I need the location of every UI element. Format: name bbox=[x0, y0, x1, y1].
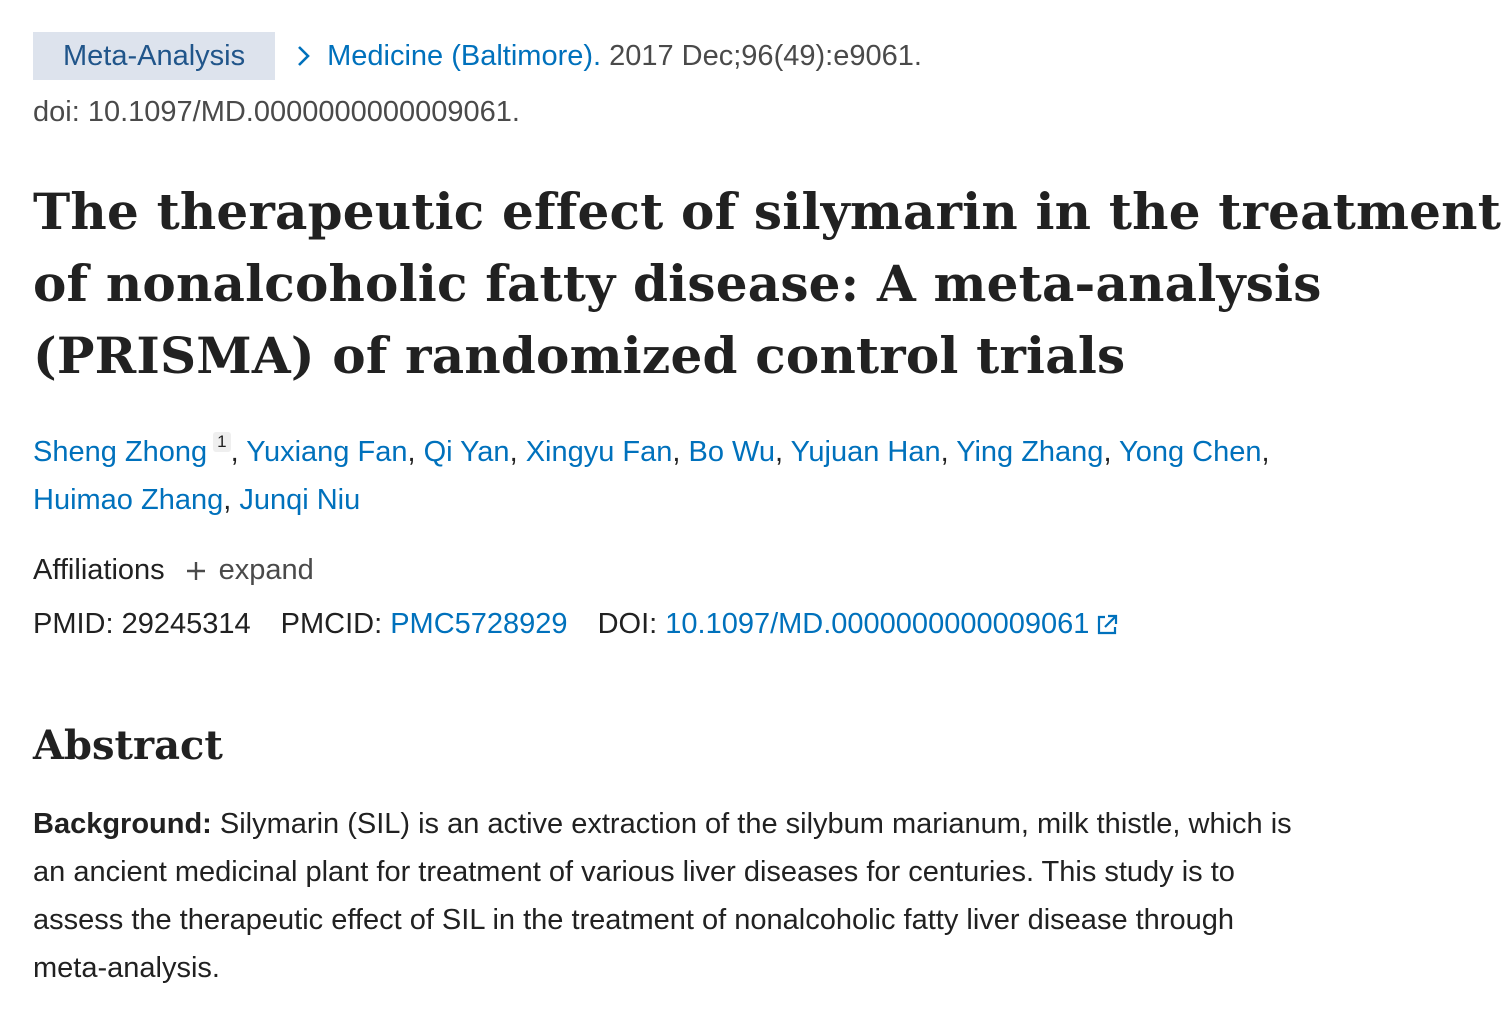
doi-link[interactable]: 10.1097/MD.0000000000009061 bbox=[665, 608, 1090, 640]
citation-line: Meta-Analysis Medicine (Baltimore). 2017… bbox=[33, 32, 922, 80]
author-link[interactable]: Yujuan Han bbox=[790, 436, 941, 468]
affiliation-number[interactable]: 1 bbox=[213, 432, 231, 452]
author-link[interactable]: Qi Yan bbox=[423, 436, 510, 468]
pmcid-label: PMCID: bbox=[280, 608, 383, 640]
abstract-heading: Abstract bbox=[33, 722, 223, 769]
publication-type-badge[interactable]: Meta-Analysis bbox=[33, 32, 276, 80]
title-line: of nonalcoholic fatty disease: A meta-an… bbox=[33, 254, 1322, 313]
issue-info: 2017 Dec;96(49):e9061. bbox=[609, 39, 922, 72]
article-title: The therapeutic effect of silymarin in t… bbox=[33, 176, 1502, 392]
abstract-text: Silymarin (SIL) is an active extraction … bbox=[211, 808, 1292, 840]
identifiers-row: PMID: 29245314 PMCID: PMC5728929 DOI: 10… bbox=[33, 608, 1119, 641]
title-line: (PRISMA) of randomized control trials bbox=[33, 326, 1126, 385]
authors-list: Sheng Zhong 1, Yuxiang Fan, Qi Yan, Xingy… bbox=[33, 432, 1270, 516]
journal-citation: Medicine (Baltimore). 2017 Dec;96(49):e9… bbox=[297, 40, 922, 73]
author-link[interactable]: Ying Zhang bbox=[956, 436, 1104, 468]
expand-label: expand bbox=[218, 554, 314, 586]
journal-link[interactable]: Medicine (Baltimore). bbox=[327, 39, 602, 72]
author-link[interactable]: Yuxiang Fan bbox=[246, 436, 408, 468]
pmid-value: 29245314 bbox=[121, 608, 251, 640]
citation-doi: doi: 10.1097/MD.0000000000009061. bbox=[33, 96, 520, 128]
external-link-icon[interactable] bbox=[1095, 613, 1119, 637]
expand-affiliations-button[interactable]: expand bbox=[185, 554, 314, 587]
abstract-line: assess the therapeutic effect of SIL in … bbox=[33, 904, 1234, 936]
doi-label: DOI: bbox=[597, 608, 658, 640]
abstract-line: an ancient medicinal plant for treatment… bbox=[33, 856, 1235, 888]
pmid-label: PMID: bbox=[33, 608, 114, 640]
author-link[interactable]: Bo Wu bbox=[688, 436, 776, 468]
affiliations-row: Affiliations expand bbox=[33, 554, 314, 587]
affiliations-label: Affiliations bbox=[33, 554, 165, 586]
author-link[interactable]: Yong Chen bbox=[1119, 436, 1262, 468]
author-link[interactable]: Junqi Niu bbox=[239, 484, 361, 516]
chevron-right-icon bbox=[298, 46, 310, 66]
abstract-line: Background: Silymarin (SIL) is an active… bbox=[33, 800, 1473, 848]
background-label: Background: bbox=[33, 808, 212, 840]
author-link[interactable]: Xingyu Fan bbox=[525, 436, 673, 468]
abstract-background: Background: Silymarin (SIL) is an active… bbox=[33, 800, 1473, 992]
title-line: The therapeutic effect of silymarin in t… bbox=[33, 182, 1502, 241]
plus-icon bbox=[186, 561, 205, 580]
pmcid-link[interactable]: PMC5728929 bbox=[390, 608, 568, 640]
author-link[interactable]: Sheng Zhong bbox=[33, 436, 208, 468]
abstract-line: meta-analysis. bbox=[33, 952, 220, 984]
author-link[interactable]: Huimao Zhang bbox=[33, 484, 224, 516]
